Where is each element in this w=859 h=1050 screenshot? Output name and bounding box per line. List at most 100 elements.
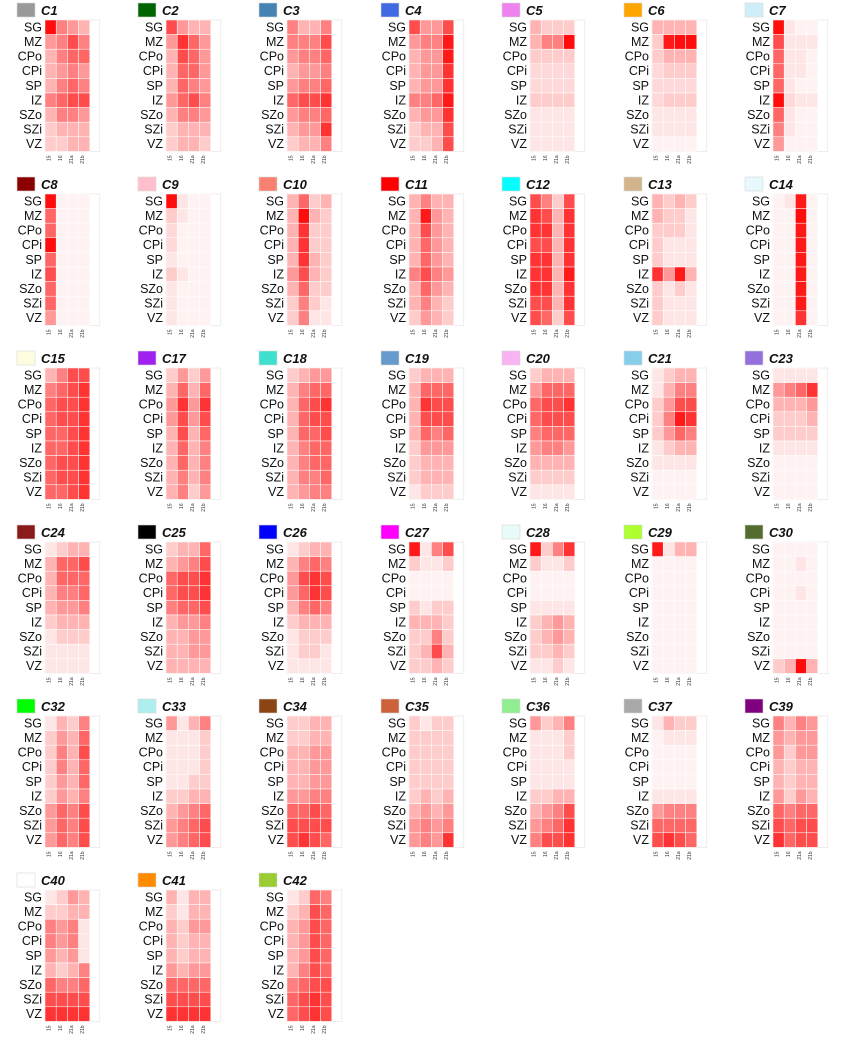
stage-label: 15: [654, 503, 660, 509]
heatmap-cell: [408, 222, 421, 239]
layer-label: VZ: [268, 311, 284, 325]
layer-label: SZo: [19, 456, 42, 470]
panel-title: C34: [283, 699, 308, 714]
heatmap-cell: [431, 193, 443, 209]
heatmap-cell: [199, 759, 212, 775]
heatmap-cell: [309, 237, 321, 253]
stage-label: 16: [422, 677, 428, 683]
heatmap-cell: [67, 266, 79, 282]
cluster-color-swatch: [501, 698, 521, 714]
heatmap-cell: [806, 411, 819, 427]
heatmap-cell: [772, 643, 785, 660]
stage-label: 21b: [201, 1025, 207, 1034]
heatmap-cell: [78, 426, 91, 442]
heatmap-cell: [188, 193, 200, 209]
stage-label: 21a: [69, 329, 75, 338]
layer-label: CPo: [746, 572, 770, 586]
heatmap-cell: [651, 715, 664, 731]
heatmap-cell: [529, 411, 542, 427]
layer-label: CPo: [625, 572, 649, 586]
heatmap-cell: [165, 744, 178, 761]
heatmap-cell: [286, 803, 299, 819]
layer-label: IZ: [395, 441, 406, 455]
heatmap-cell: [55, 817, 68, 834]
stage-label: 21a: [433, 329, 439, 338]
heatmap-cell: [44, 759, 57, 775]
heatmap-cell: [783, 48, 796, 65]
heatmap-cell: [431, 310, 443, 326]
heatmap-cell: [44, 933, 57, 949]
heatmap-cell: [44, 121, 57, 138]
heatmap-cell: [309, 889, 321, 905]
heatmap-cell: [783, 396, 796, 413]
heatmap-cell: [188, 744, 200, 761]
heatmap-cell: [795, 469, 807, 486]
heatmap-cell: [188, 266, 200, 282]
heatmap-cell: [199, 455, 212, 471]
heatmap-cell: [419, 774, 432, 790]
heatmap-cell: [806, 774, 819, 790]
heatmap-cell: [651, 817, 664, 834]
heatmap-cell: [67, 643, 79, 660]
heatmap-cell: [67, 34, 79, 50]
layer-label: SP: [146, 427, 163, 441]
heatmap-cell: [674, 484, 686, 500]
stage-label: 15: [47, 851, 53, 857]
heatmap-cell: [529, 440, 542, 456]
heatmap-cell: [309, 382, 321, 398]
stage-label: 21b: [565, 155, 571, 164]
layer-label: VZ: [268, 137, 284, 151]
layer-label: SP: [510, 79, 527, 93]
heatmap-cell: [795, 396, 807, 413]
heatmap-cell: [297, 237, 310, 253]
heatmap-cell: [529, 730, 542, 746]
heatmap-cell: [297, 629, 310, 645]
heatmap-cell: [286, 469, 299, 486]
heatmap-cell: [431, 78, 443, 94]
layer-label: SG: [24, 194, 42, 208]
heatmap-cell: [199, 92, 212, 108]
heatmap-cell: [651, 585, 664, 601]
heatmap-cell: [199, 977, 212, 993]
heatmap-cell: [442, 281, 455, 297]
heatmap-cell: [685, 411, 698, 427]
heatmap-cell: [309, 367, 321, 383]
heatmap-cell: [176, 295, 189, 312]
heatmap-cell: [442, 222, 455, 239]
heatmap-cell: [199, 382, 212, 398]
heatmap-cell: [309, 281, 321, 297]
heatmap-cell: [662, 295, 675, 312]
heatmap-cell: [795, 295, 807, 312]
heatmap-cell: [320, 396, 333, 413]
heatmap-cell: [408, 295, 421, 312]
heatmap-cell: [78, 918, 91, 935]
heatmap-cell: [286, 918, 299, 935]
stage-label: 21b: [322, 503, 328, 512]
stage-label: 21a: [797, 851, 803, 860]
heatmap-cell: [188, 832, 200, 848]
layer-label: IZ: [638, 615, 649, 629]
heatmap-cell: [419, 121, 432, 138]
layer-label: IZ: [516, 93, 527, 107]
stage-label: 21a: [69, 677, 75, 686]
heatmap-cell: [320, 19, 333, 35]
layer-label: SG: [24, 368, 42, 382]
heatmap-cell: [806, 759, 819, 775]
heatmap-cell: [286, 832, 299, 848]
heatmap-cell: [806, 788, 819, 804]
heatmap-cell: [563, 92, 576, 108]
heatmap-cell: [67, 411, 79, 427]
heatmap-cell: [540, 440, 553, 456]
heatmap-cell: [165, 295, 178, 312]
heatmap-cell: [662, 832, 675, 848]
heatmap-cell: [431, 440, 443, 456]
heatmap-cell: [286, 193, 299, 209]
heatmap-cell: [431, 643, 443, 660]
layer-label: MZ: [752, 731, 770, 745]
heatmap-cell: [199, 484, 212, 500]
heatmap-cell: [309, 92, 321, 108]
heatmap-cell: [685, 832, 698, 848]
heatmap-cell: [286, 19, 299, 35]
heatmap-cell: [540, 266, 553, 282]
